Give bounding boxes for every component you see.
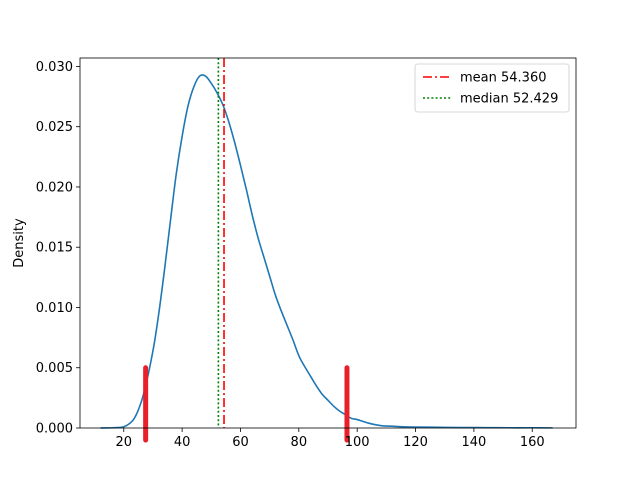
x-tick-label: 20 [115, 435, 132, 450]
y-tick-label: 0.000 [36, 422, 73, 437]
legend-box [414, 63, 570, 113]
plot-background [80, 58, 576, 428]
y-tick-label: 0.005 [36, 361, 73, 376]
kde-curve-0 [100, 74, 553, 429]
plot-frame [79, 57, 577, 429]
legend: mean 54.360 median 52.429 [414, 63, 570, 113]
x-tick-label: 40 [174, 435, 191, 450]
y-tick-label: 0.010 [36, 301, 73, 316]
y-tick-label: 0.030 [36, 60, 73, 75]
x-tick-label: 120 [403, 435, 428, 450]
x-tick-label: 100 [345, 435, 370, 450]
y-axis-label: Density [12, 218, 27, 268]
legend-mean-label: mean 54.360 [460, 71, 547, 86]
x-tick-label: 80 [291, 435, 308, 450]
x-tick-label: 140 [461, 435, 486, 450]
legend-median-label: median 52.429 [460, 92, 558, 107]
x-tick-label: 160 [520, 435, 545, 450]
y-tick-label: 0.015 [36, 241, 73, 256]
y-tick-label: 0.025 [36, 120, 73, 135]
y-tick-label: 0.020 [36, 180, 73, 195]
x-tick-label: 60 [232, 435, 249, 450]
